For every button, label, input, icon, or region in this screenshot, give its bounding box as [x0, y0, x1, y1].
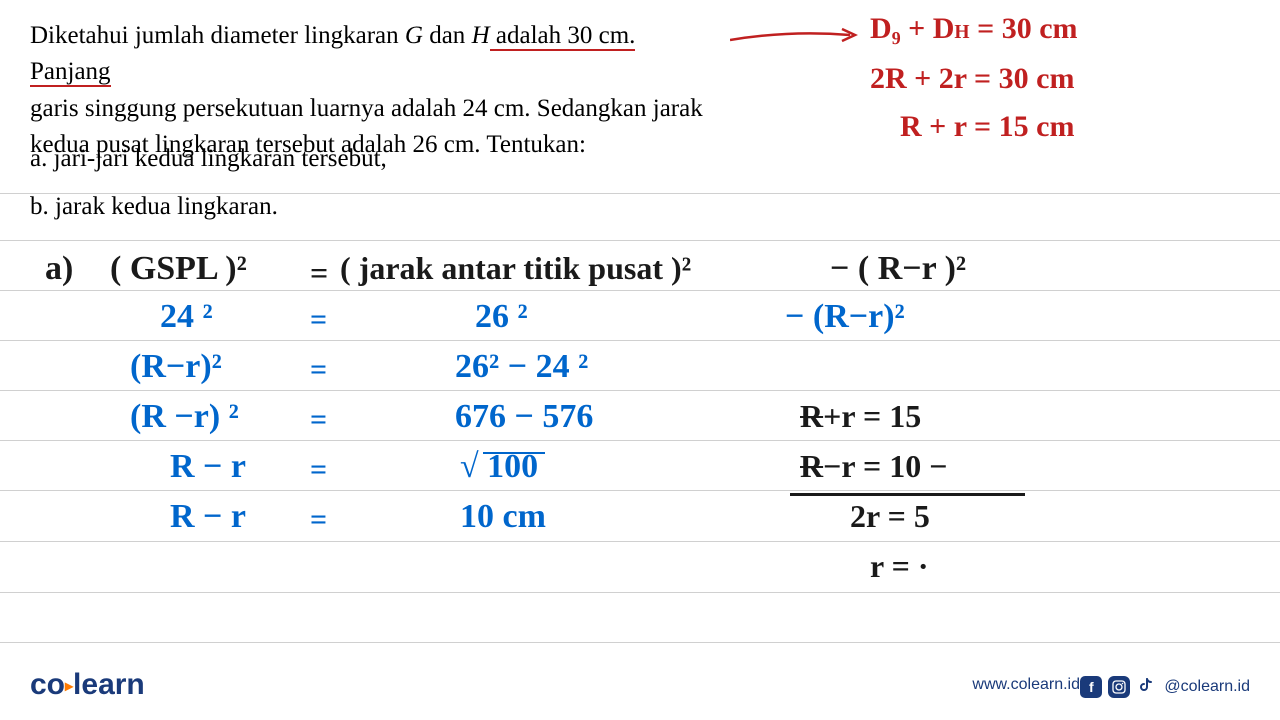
work-row2-lhs: 24 ²: [160, 298, 213, 336]
social-links: f @colearn.id: [1080, 676, 1250, 698]
work-row2-mid: 26 ²: [475, 298, 528, 336]
problem-line1-pre: Diketahui jumlah diameter lingkaran: [30, 22, 405, 49]
logo-learn: learn: [73, 668, 145, 701]
work-a-label: a): [45, 250, 73, 288]
ruled-line: [0, 340, 1280, 341]
ruled-line: [0, 290, 1280, 291]
annot-eq2: 2R + 2r = 30 cm: [870, 62, 1074, 96]
ruled-line: [0, 490, 1280, 491]
work-row6-mid: 10 cm: [460, 498, 546, 536]
work-row3-lhs: (R−r)²: [130, 348, 222, 386]
facebook-icon: f: [1080, 676, 1102, 698]
work-row1-rhs: − ( R−r )²: [830, 250, 966, 288]
work-row2-eq: =: [310, 303, 327, 337]
problem-g: G: [405, 22, 423, 49]
side-hr: [790, 493, 1025, 496]
work-row4-lhs: (R −r) ²: [130, 398, 239, 436]
ruled-line: [0, 642, 1280, 643]
ruled-line: [0, 390, 1280, 391]
sqrt-overline: [483, 452, 545, 454]
work-row4-eq: =: [310, 403, 327, 437]
work-row3-mid: 26² − 24 ²: [455, 348, 588, 386]
work-row3-eq: =: [310, 353, 327, 387]
work-row1-mid: ( jarak antar titik pusat )²: [340, 250, 691, 287]
ruled-line: [0, 240, 1280, 241]
website-url: www.colearn.id: [972, 676, 1080, 694]
side-eq2: R−r = 10 −: [800, 448, 947, 485]
tiktok-icon: [1136, 676, 1158, 698]
instagram-icon: [1108, 676, 1130, 698]
work-row1-eq: =: [310, 255, 328, 292]
ruled-line: [0, 440, 1280, 441]
option-b: b. jarak kedua lingkaran.: [30, 193, 278, 221]
work-row5-eq: =: [310, 453, 327, 487]
annot-eq3: R + r = 15 cm: [900, 110, 1074, 144]
option-a: a. jari-jari kedua lingkaran tersebut,: [30, 145, 387, 173]
problem-dan: dan: [423, 22, 472, 49]
logo-co: co: [30, 668, 65, 701]
work-row4-mid: 676 − 576: [455, 398, 593, 436]
arrow-icon: [730, 25, 860, 45]
problem-h: H: [472, 22, 490, 49]
problem-line2: garis singgung persekutuan luarnya adala…: [30, 95, 703, 122]
logo-dot-icon: ▸: [65, 678, 73, 695]
problem-statement: Diketahui jumlah diameter lingkaran G da…: [30, 18, 720, 163]
ruled-line: [0, 592, 1280, 593]
work-row2-rhs: − (R−r)²: [785, 298, 905, 336]
work-row1-lhs: ( GSPL )²: [110, 250, 247, 288]
work-row5-lhs: R − r: [170, 448, 246, 486]
annot-eq1: D₉ + DH = 30 cm: [870, 12, 1078, 46]
footer: co▸learn www.colearn.id f @colearn.id: [0, 662, 1280, 702]
side-eq3: 2r = 5: [850, 498, 930, 535]
work-row6-lhs: R − r: [170, 498, 246, 536]
ruled-line: [0, 541, 1280, 542]
logo: co▸learn: [30, 668, 145, 702]
side-eq4: r = ·: [870, 548, 929, 585]
social-handle: @colearn.id: [1164, 678, 1250, 696]
work-row6-eq: =: [310, 503, 327, 537]
side-eq1: R+r = 15: [800, 398, 921, 435]
